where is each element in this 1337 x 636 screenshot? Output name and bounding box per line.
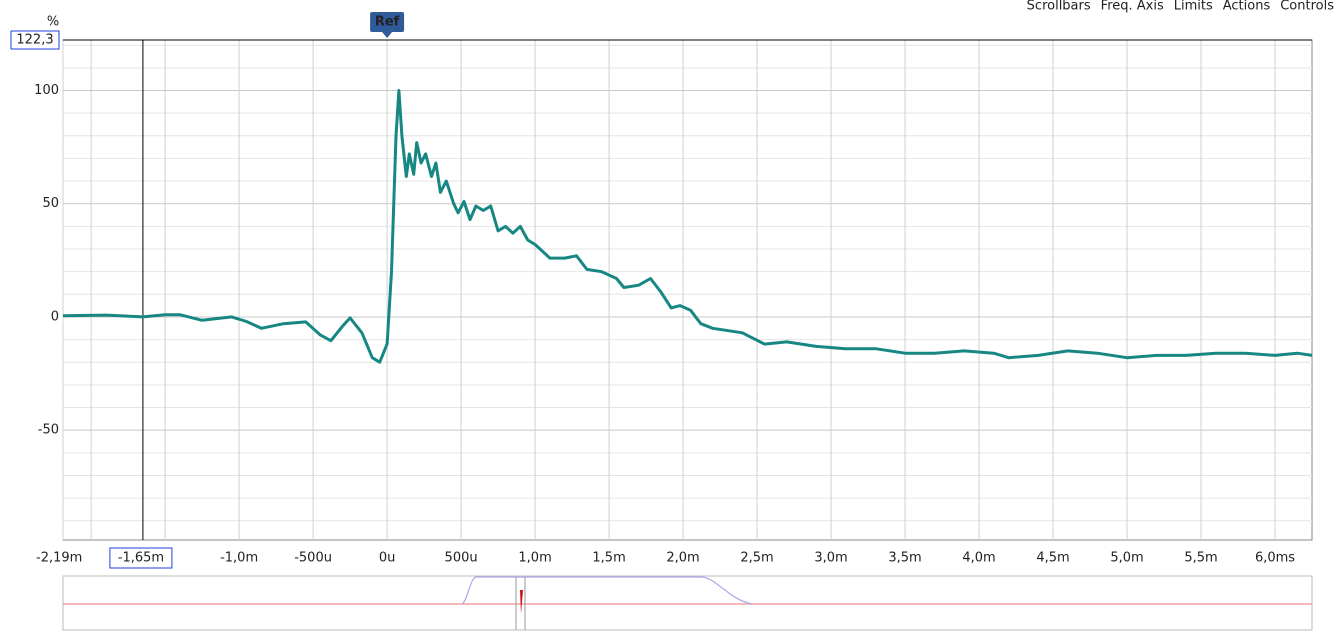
x-tick-label: 0u [379,551,396,566]
cursor-x-label: -1,65m [118,551,164,566]
overview-spike [520,590,523,614]
ref-marker-label: Ref [375,15,400,30]
menu-item[interactable]: Controls [1280,0,1334,14]
x-tick-label: 4,0m [962,551,995,566]
y-tick-label: 0 [51,309,59,324]
x-tick-label: 6,0ms [1255,551,1295,566]
x-tick-label: 1,5m [592,551,625,566]
cursor-y-box [10,30,60,50]
overview-window [461,576,753,605]
ref-marker-tip [382,32,393,38]
menu-item[interactable]: Scrollbars [1027,0,1091,14]
cursor-y-label: 122,3 [16,33,53,48]
x-tick-label: 5,0m [1110,551,1143,566]
x-tick-label: 3,5m [888,551,921,566]
x-tick-label: 2,5m [740,551,773,566]
y-tick-label: -50 [38,423,59,438]
impulse-line [62,89,1313,364]
x-tick-label: -2,19m [36,551,82,566]
y-axis-label: % [47,15,59,30]
x-tick-label: 5,5m [1184,551,1217,566]
x-tick-label: -1,0m [220,551,258,566]
menu-item[interactable]: Freq. Axis [1101,0,1164,14]
x-tick-label: 1,0m [518,551,551,566]
x-tick-label: 2,0m [666,551,699,566]
menu-item[interactable]: Limits [1174,0,1213,14]
x-tick-label: -500u [294,551,332,566]
x-tick-label: 500u [445,551,478,566]
cursor-x-box [109,547,173,569]
x-tick-label: 4,5m [1036,551,1069,566]
menu-item[interactable]: Actions [1223,0,1271,14]
x-tick-label: 3,0m [814,551,847,566]
y-tick-label: 50 [42,196,59,211]
ref-marker [370,12,405,32]
y-tick-label: 100 [34,83,59,98]
plot-area [62,39,1313,541]
overview-strip [62,575,1313,631]
